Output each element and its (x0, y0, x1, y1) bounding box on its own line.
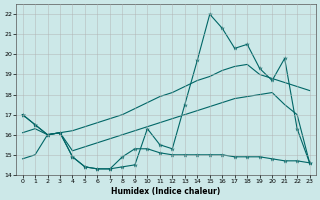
X-axis label: Humidex (Indice chaleur): Humidex (Indice chaleur) (111, 187, 221, 196)
